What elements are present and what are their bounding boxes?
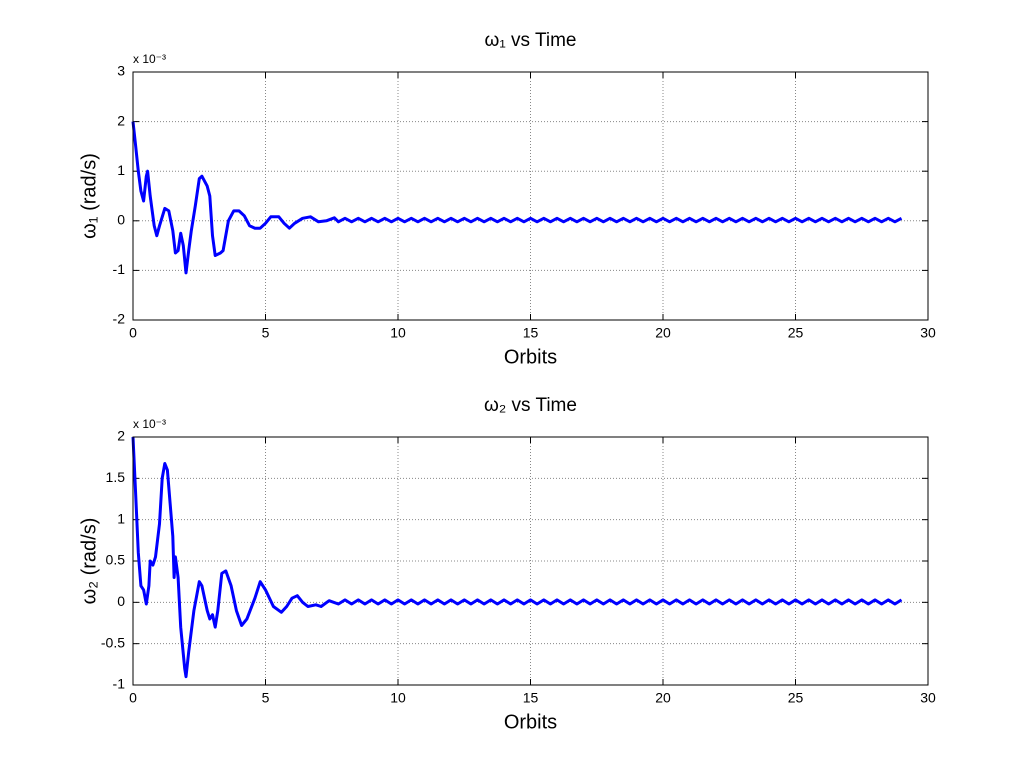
x-axis-label: Orbits	[504, 346, 557, 368]
data-line	[131, 121, 903, 275]
chart-title: ω₂ vs Time	[484, 395, 577, 416]
y-tick-label: 1.5	[106, 469, 126, 485]
x-axis-label: Orbits	[504, 711, 557, 733]
x-tick-label: 5	[262, 690, 270, 706]
y-axis-label: ω₂ (rad/s)	[78, 518, 100, 605]
y-tick-label: 1	[117, 510, 125, 526]
x-tick-label: 25	[788, 325, 804, 341]
x-tick-label: 0	[129, 325, 137, 341]
x-tick-label: 15	[523, 325, 539, 341]
x-tick-label: 30	[920, 690, 936, 706]
y-tick-label: -1	[113, 676, 126, 692]
y-tick-label: 2	[117, 112, 125, 128]
axes-box	[132, 436, 929, 686]
y-tick-label: 2	[117, 428, 125, 444]
x-tick-label: 10	[390, 325, 406, 341]
x-tick-label: 20	[655, 690, 671, 706]
y-tick-label: 0.5	[106, 552, 126, 568]
exponent-label: x 10⁻³	[133, 417, 166, 431]
x-tick-label: 0	[129, 690, 137, 706]
x-tick-label: 10	[390, 690, 406, 706]
y-tick-label: -2	[113, 311, 126, 327]
x-tick-label: 25	[788, 690, 804, 706]
y-tick-label: 0	[117, 212, 125, 228]
x-tick-label: 15	[523, 690, 539, 706]
exponent-label: x 10⁻³	[133, 52, 166, 66]
y-axis-label: ω₁ (rad/s)	[78, 153, 100, 239]
chart-title: ω₁ vs Time	[485, 30, 577, 51]
x-tick-label: 5	[262, 325, 270, 341]
x-tick-label: 20	[655, 325, 671, 341]
y-tick-label: -1	[113, 261, 126, 277]
y-tick-label: 0	[117, 593, 125, 609]
x-tick-label: 30	[920, 325, 936, 341]
data-line	[131, 436, 903, 679]
y-tick-label: 1	[117, 162, 125, 178]
y-tick-label: 3	[117, 63, 125, 79]
y-tick-label: -0.5	[101, 634, 125, 650]
axes-box	[132, 71, 929, 321]
